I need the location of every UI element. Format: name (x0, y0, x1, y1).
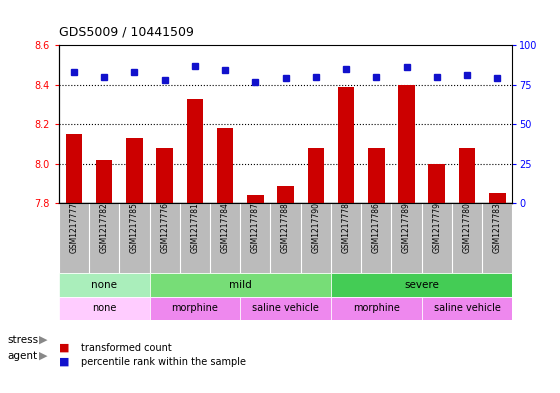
Bar (150, 297, 240, 320)
Text: saline vehicle: saline vehicle (433, 303, 501, 314)
Text: GDS5009 / 10441509: GDS5009 / 10441509 (59, 26, 194, 39)
Text: saline vehicle: saline vehicle (252, 303, 319, 314)
Bar (307, 148, 324, 203)
Bar (59, 297, 150, 320)
Bar (186, 99, 203, 203)
Bar (66, 134, 82, 203)
Text: morphine: morphine (353, 303, 400, 314)
Text: percentile rank within the sample: percentile rank within the sample (81, 356, 246, 367)
Bar (422, 297, 512, 320)
Bar (398, 85, 415, 203)
Text: mild: mild (229, 280, 251, 290)
Text: severe: severe (404, 280, 439, 290)
Bar (489, 193, 506, 203)
Bar (247, 195, 264, 203)
Text: none: none (92, 303, 116, 314)
Bar (331, 297, 422, 320)
Bar (150, 273, 331, 297)
Bar (126, 138, 143, 203)
Bar (338, 87, 354, 203)
Text: ▶: ▶ (39, 334, 48, 345)
Text: transformed count: transformed count (81, 343, 172, 353)
Bar (96, 160, 113, 203)
Text: ■: ■ (59, 356, 69, 367)
Bar (331, 273, 512, 297)
Text: stress: stress (7, 334, 39, 345)
Text: ■: ■ (59, 343, 69, 353)
Bar (277, 185, 294, 203)
Text: agent: agent (7, 351, 38, 361)
Bar (59, 273, 150, 297)
Text: morphine: morphine (171, 303, 218, 314)
Bar (428, 164, 445, 203)
Bar (240, 297, 331, 320)
Bar (459, 148, 475, 203)
Bar (217, 128, 234, 203)
Text: ▶: ▶ (39, 351, 48, 361)
Text: none: none (91, 280, 117, 290)
Bar (156, 148, 173, 203)
Bar (368, 148, 385, 203)
